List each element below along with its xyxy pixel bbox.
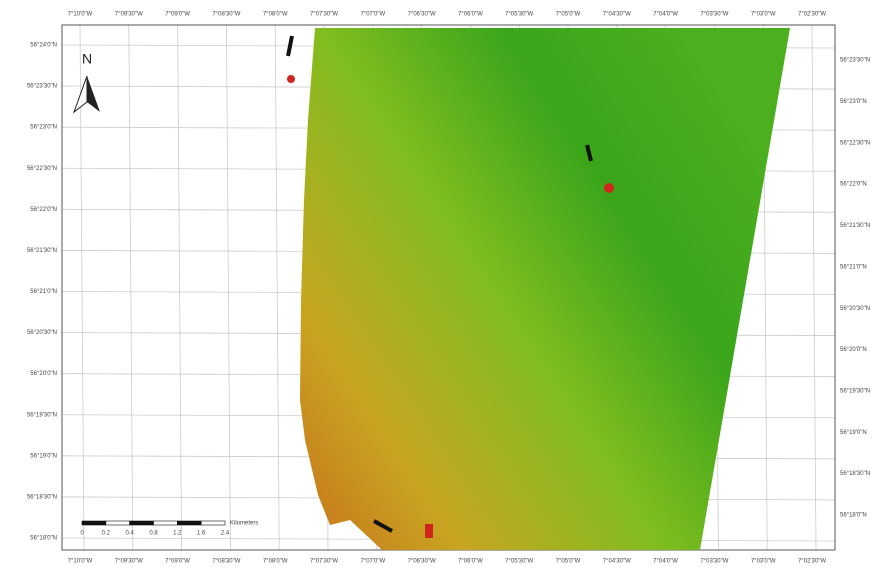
top-label: 7°04'30"W xyxy=(603,12,631,18)
top-label: 7°04'0"W xyxy=(653,12,678,18)
scale-segment xyxy=(154,521,178,525)
scale-label: 0.4 xyxy=(125,531,134,537)
top-label: 7°02'30"W xyxy=(798,12,826,18)
right-label: 56°23'30"N xyxy=(840,58,870,64)
bottom-label: 7°06'0"W xyxy=(458,559,483,565)
site-marker xyxy=(604,183,614,193)
top-label: 7°06'0"W xyxy=(458,12,483,18)
bottom-label: 7°08'30"W xyxy=(212,559,240,565)
north-label: N xyxy=(82,51,92,67)
bottom-label: 7°02'30"W xyxy=(798,559,826,565)
right-label: 56°20'0"N xyxy=(840,347,867,353)
bottom-label: 7°07'30"W xyxy=(310,559,338,565)
left-label: 56°22'0"N xyxy=(30,207,57,213)
bottom-label: 7°07'0"W xyxy=(360,559,385,565)
bottom-label: 7°03'0"W xyxy=(751,559,776,565)
scale-label: 0.2 xyxy=(102,531,111,537)
top-label: 7°08'0"W xyxy=(263,12,288,18)
right-label: 56°20'30"N xyxy=(840,306,870,312)
left-label: 56°23'0"N xyxy=(30,125,57,131)
top-label: 7°10'0"W xyxy=(68,12,93,18)
right-label: 56°21'0"N xyxy=(840,264,867,270)
left-label: 56°21'30"N xyxy=(27,248,57,254)
scale-segment xyxy=(82,521,106,525)
scale-label: 1.6 xyxy=(197,531,206,537)
top-label: 7°06'30"W xyxy=(408,12,436,18)
bottom-label: 7°05'0"W xyxy=(556,559,581,565)
top-label: 7°09'30"W xyxy=(115,12,143,18)
left-label: 56°23'30"N xyxy=(27,84,57,90)
bottom-label: 7°08'0"W xyxy=(263,559,288,565)
bottom-label: 7°05'30"W xyxy=(505,559,533,565)
bottom-label: 7°04'0"W xyxy=(653,559,678,565)
bottom-label: 7°09'0"W xyxy=(165,559,190,565)
right-label: 56°19'30"N xyxy=(840,388,870,394)
scale-label: 1.2 xyxy=(173,531,182,537)
scale-unit: Kilometers xyxy=(230,521,258,527)
scale-segment xyxy=(106,521,130,525)
top-label: 7°09'0"W xyxy=(165,12,190,18)
bottom-label: 7°04'30"W xyxy=(603,559,631,565)
left-label: 56°18'30"N xyxy=(27,494,57,500)
scale-label: 0.8 xyxy=(149,531,158,537)
right-label: 56°23'0"N xyxy=(840,99,867,105)
left-label: 56°24'0"N xyxy=(30,43,57,49)
top-label: 7°03'0"W xyxy=(751,12,776,18)
right-label: 56°18'0"N xyxy=(840,513,867,519)
left-label: 56°20'0"N xyxy=(30,371,57,377)
right-label: 56°19'0"N xyxy=(840,430,867,436)
left-label: 56°19'30"N xyxy=(27,412,57,418)
bottom-label: 7°03'30"W xyxy=(700,559,728,565)
left-label: 56°21'0"N xyxy=(30,289,57,295)
left-label: 56°19'0"N xyxy=(30,453,57,459)
left-label: 56°18'0"N xyxy=(30,536,57,542)
left-label: 56°20'30"N xyxy=(27,330,57,336)
scale-label: 2.4 xyxy=(221,531,230,537)
right-label: 56°21'30"N xyxy=(840,223,870,229)
top-label: 7°08'30"W xyxy=(212,12,240,18)
map: N 00.20.40.81.21.62.4Kilometers 7°10'0"W… xyxy=(0,0,877,570)
site-marker xyxy=(425,524,433,538)
bottom-label: 7°10'0"W xyxy=(68,559,93,565)
top-label: 7°03'30"W xyxy=(700,12,728,18)
bottom-label: 7°09'30"W xyxy=(115,559,143,565)
bottom-label: 7°06'30"W xyxy=(408,559,436,565)
top-label: 7°05'30"W xyxy=(505,12,533,18)
left-label: 56°22'30"N xyxy=(27,166,57,172)
top-label: 7°05'0"W xyxy=(556,12,581,18)
top-label: 7°07'0"W xyxy=(360,12,385,18)
scale-segment xyxy=(201,521,225,525)
right-label: 56°18'30"N xyxy=(840,471,870,477)
site-marker xyxy=(287,75,295,83)
top-label: 7°07'30"W xyxy=(310,12,338,18)
right-label: 56°22'0"N xyxy=(840,182,867,188)
right-label: 56°22'30"N xyxy=(840,140,870,146)
scale-segment xyxy=(130,521,154,525)
scale-segment xyxy=(177,521,201,525)
